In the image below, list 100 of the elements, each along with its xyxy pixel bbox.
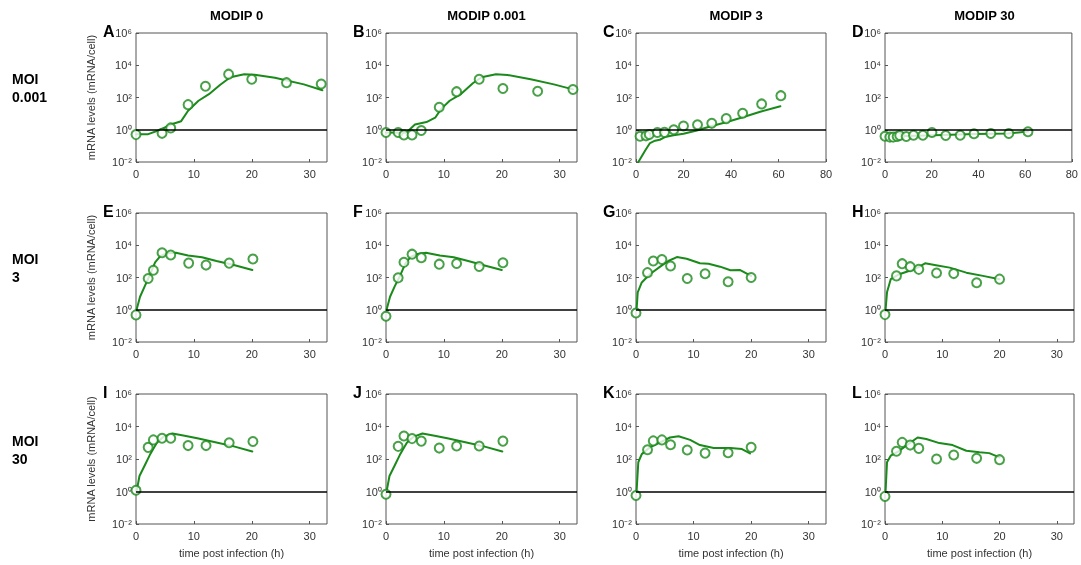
text: B <box>353 22 365 40</box>
y-tick-label: 10⁰ <box>115 303 132 316</box>
y-tick-label: 10⁻² <box>861 336 882 348</box>
y-tick-label: 10⁰ <box>615 303 632 316</box>
x-tick-label: 20 <box>495 167 508 180</box>
y-tick-label: 10⁴ <box>365 239 383 252</box>
y-tick-label: 10⁶ <box>864 27 881 39</box>
y-tick-label: 10² <box>366 453 383 465</box>
x-tick-label: 30 <box>802 529 815 542</box>
x-tick-label: 10 <box>437 347 450 360</box>
y-tick-label: 10⁰ <box>864 485 881 498</box>
y-tick-label: 10⁶ <box>864 207 881 219</box>
y-tick-label: 10⁶ <box>365 27 382 39</box>
y-tick-label: 10⁴ <box>115 239 133 252</box>
x-tick-label: 20 <box>245 529 258 542</box>
x-tick-label: 0 <box>632 347 640 360</box>
y-tick-label: 10⁴ <box>864 239 882 252</box>
y-tick-label: 10⁶ <box>365 388 382 400</box>
y-tick-label: 10⁶ <box>365 207 382 219</box>
x-tick-label: 0 <box>382 347 390 360</box>
y-tick-label: 10⁰ <box>615 485 632 498</box>
x-tick-label: 0 <box>132 167 140 180</box>
y-tick-label: 10⁰ <box>864 123 881 136</box>
y-tick-label: 10⁶ <box>115 27 132 39</box>
text: F <box>353 202 363 220</box>
x-tick-label: 20 <box>245 167 258 180</box>
x-tick-label: 40 <box>724 167 738 180</box>
y-tick-label: 10⁰ <box>864 303 881 316</box>
x-tick-label: 60 <box>1019 167 1032 180</box>
text: I <box>103 383 108 401</box>
x-tick-label: 20 <box>993 347 1006 360</box>
x-tick-label: 10 <box>936 529 949 542</box>
x-axis-title: time post infection (h) <box>178 547 285 559</box>
x-tick-label: 0 <box>881 167 889 180</box>
x-tick-label: 40 <box>972 167 985 180</box>
x-tick-label: 30 <box>553 167 566 180</box>
x-tick-label: 30 <box>553 347 566 360</box>
x-tick-label: 30 <box>303 347 316 360</box>
x-axis-title: time post infection (h) <box>926 547 1033 559</box>
y-tick-label: 10⁻² <box>861 518 882 530</box>
x-tick-label: 20 <box>495 347 508 360</box>
y-tick-label: 10² <box>116 453 133 465</box>
x-tick-label: 30 <box>1050 347 1063 360</box>
text: H <box>852 202 864 220</box>
y-tick-label: 10² <box>616 453 633 465</box>
x-tick-label: 10 <box>687 347 700 360</box>
x-tick-label: 30 <box>303 529 316 542</box>
y-tick-label: 10⁻² <box>362 336 383 348</box>
x-tick-label: 20 <box>245 347 258 360</box>
chart-title: MODIP 3 <box>709 8 763 23</box>
x-tick-label: 0 <box>132 347 140 360</box>
y-tick-label: 10⁶ <box>615 388 632 400</box>
x-tick-label: 0 <box>881 347 889 360</box>
x-tick-label: 20 <box>745 347 758 360</box>
x-tick-label: 20 <box>993 529 1006 542</box>
x-tick-label: 60 <box>772 167 785 180</box>
y-tick-label: 10² <box>865 453 882 465</box>
text: D <box>852 22 864 40</box>
x-tick-label: 20 <box>925 167 938 180</box>
x-tick-label: 0 <box>632 167 640 180</box>
y-tick-label: 10⁶ <box>615 27 632 39</box>
x-tick-label: 0 <box>382 167 390 180</box>
x-tick-label: 10 <box>687 529 700 542</box>
x-tick-label: 80 <box>1065 167 1079 180</box>
x-tick-label: 20 <box>495 529 508 542</box>
y-tick-label: 10⁻² <box>112 518 133 530</box>
y-tick-label: 10⁴ <box>115 420 133 433</box>
y-tick-label: 10² <box>366 271 383 284</box>
y-tick-label: 10² <box>116 91 133 104</box>
y-tick-label: 10⁰ <box>115 123 132 136</box>
x-axis-title: time post infection (h) <box>428 547 535 559</box>
y-tick-label: 10² <box>116 271 133 284</box>
text: MOI 30 <box>12 432 43 467</box>
y-tick-label: 10² <box>865 271 882 284</box>
y-tick-label: 10⁴ <box>864 420 882 433</box>
y-tick-label: 10⁰ <box>615 123 632 136</box>
y-tick-label: 10⁰ <box>365 123 382 136</box>
y-axis-title: mRNA levels (mRNA/cell) <box>85 214 97 341</box>
text: G <box>603 202 616 220</box>
x-tick-label: 10 <box>187 529 200 542</box>
x-tick-label: 30 <box>553 529 566 542</box>
y-tick-label: 10⁻² <box>362 518 383 530</box>
x-tick-label: 0 <box>132 529 140 542</box>
y-tick-label: 10² <box>366 91 383 104</box>
text: C <box>603 22 615 40</box>
y-tick-label: 10⁴ <box>115 59 133 72</box>
y-tick-label: 10⁴ <box>864 59 882 72</box>
y-tick-label: 10⁴ <box>615 239 633 252</box>
chart-title: MODIP 0 <box>209 8 264 23</box>
y-tick-label: 10⁴ <box>615 59 633 72</box>
x-tick-label: 30 <box>303 167 316 180</box>
x-tick-label: 80 <box>819 167 833 180</box>
x-axis-title: time post infection (h) <box>678 547 784 559</box>
y-tick-label: 10⁶ <box>864 388 881 400</box>
x-tick-label: 20 <box>745 529 758 542</box>
text: K <box>603 383 615 401</box>
y-tick-label: 10⁻² <box>362 156 383 168</box>
y-tick-label: 10⁻² <box>612 518 633 530</box>
y-tick-label: 10⁴ <box>615 420 633 433</box>
x-tick-label: 10 <box>936 347 949 360</box>
